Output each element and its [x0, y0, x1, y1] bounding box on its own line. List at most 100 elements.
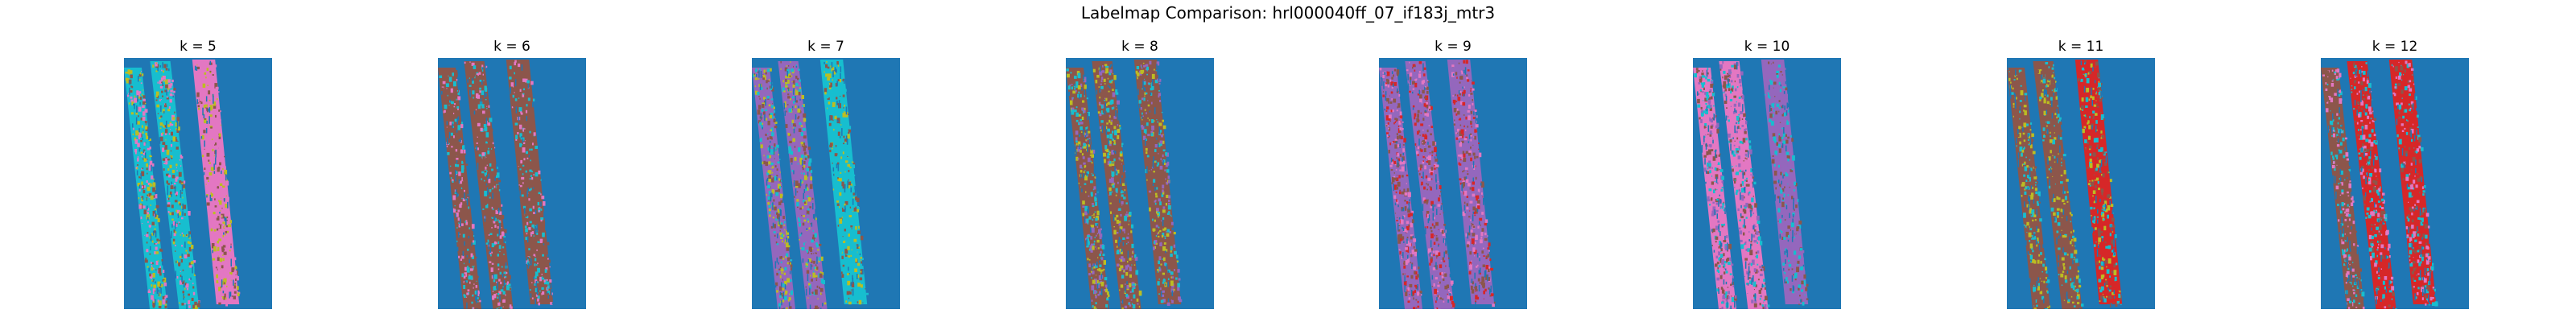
labelmap-speckle [188, 305, 191, 308]
labelmap-speckle [462, 233, 465, 238]
labelmap-speckle [181, 192, 183, 194]
labelmap-gap [1424, 86, 1426, 90]
labelmap-gap [493, 274, 494, 279]
labelmap-speckle [184, 287, 186, 290]
labelmap-speckle [821, 293, 823, 295]
labelmap-speckle [1721, 289, 1725, 294]
labelmap-speckle [489, 118, 493, 122]
labelmap-speckle [480, 127, 483, 132]
labelmap-speckle [796, 199, 799, 202]
labelmap-speckle [159, 99, 161, 101]
labelmap-speckle [518, 127, 520, 129]
labelmap-speckle [857, 230, 861, 234]
labelmap-speckle [1736, 137, 1739, 140]
labelmap-speckle [1108, 178, 1113, 183]
labelmap-speckle [1727, 74, 1728, 76]
labelmap-gap [1162, 219, 1164, 226]
labelmap-speckle [217, 186, 219, 189]
labelmap-speckle [1385, 82, 1388, 87]
labelmap-speckle [230, 279, 232, 281]
labelmap-gap [1125, 286, 1126, 293]
labelmap-speckle [196, 303, 200, 308]
labelmap-speckle [1104, 289, 1105, 291]
labelmap-speckle [783, 225, 786, 226]
labelmap-speckle [1415, 78, 1418, 80]
labelmap-speckle [840, 156, 843, 159]
labelmap-speckle [535, 164, 539, 168]
labelmap-speckle [217, 246, 220, 251]
labelmap-speckle [1178, 296, 1181, 301]
labelmap-speckle [475, 285, 477, 288]
labelmap-speckle [1414, 69, 1416, 72]
labelmap-speckle [1407, 192, 1411, 197]
labelmap-speckle [1150, 93, 1153, 96]
labelmap-speckle [1116, 191, 1117, 193]
labelmap-speckle [188, 211, 191, 216]
labelmap-gap [488, 173, 489, 179]
labelmap-speckle [1767, 304, 1770, 308]
labelmap-gap [1112, 161, 1114, 164]
labelmap-speckle [214, 205, 217, 208]
labelmap-speckle [1117, 263, 1120, 267]
labelmap-speckle [1707, 171, 1711, 174]
labelmap-speckle [537, 281, 539, 283]
labelmap-speckle [142, 98, 146, 102]
labelmap-speckle [1090, 180, 1093, 184]
labelmap-gap [1121, 299, 1124, 304]
labelmap-speckle [1399, 127, 1402, 131]
labelmap-speckle [214, 95, 218, 99]
labelmap-speckle [1430, 200, 1434, 206]
labelmap-speckle [782, 279, 783, 281]
labelmap-speckle [1418, 61, 1422, 64]
labelmap-speckle [1466, 207, 1469, 210]
labelmap-speckle [766, 171, 770, 175]
labelmap-speckle [1080, 147, 1082, 150]
labelmap-speckle [172, 238, 175, 242]
labelmap-speckle [1161, 134, 1163, 138]
labelmap-speckle [1470, 285, 1473, 290]
labelmap-gap [1099, 88, 1101, 93]
labelmap-gap [806, 228, 807, 230]
labelmap-speckle [441, 87, 444, 91]
labelmap-speckle [851, 203, 852, 205]
labelmap-speckle [1748, 272, 1751, 276]
labelmap-speckle [848, 215, 852, 217]
labelmap-speckle [192, 286, 195, 289]
labelmap-speckle [1725, 270, 1728, 274]
labelmap-speckle [215, 180, 218, 184]
labelmap-speckle [1162, 125, 1166, 130]
labelmap-speckle [806, 146, 807, 148]
labelmap-speckle [1710, 197, 1713, 201]
labelmap-speckle [819, 271, 822, 274]
labelmap-speckle [485, 221, 487, 224]
labelmap-speckle [1455, 93, 1456, 97]
labelmap-speckle [848, 287, 851, 291]
labelmap-speckle [463, 170, 464, 172]
labelmap-speckle [778, 268, 781, 270]
labelmap-speckle [1160, 220, 1162, 222]
labelmap-speckle [1132, 304, 1136, 309]
labelmap-speckle [481, 64, 484, 68]
labelmap-gap [807, 171, 809, 177]
labelmap-speckle [175, 209, 178, 213]
labelmap-speckle [798, 68, 800, 71]
labelmap-speckle [514, 122, 518, 126]
labelmap-gap [467, 193, 469, 197]
labelmap-gap [850, 282, 852, 287]
labelmap-speckle [1101, 113, 1104, 115]
labelmap-speckle [799, 79, 801, 82]
labelmap-gap [781, 282, 782, 287]
labelmap-speckle [474, 290, 478, 295]
labelmap-speckle [797, 206, 799, 208]
labelmap-speckle [152, 187, 155, 192]
labelmap-speckle [1082, 100, 1085, 103]
labelmap-speckle [151, 295, 154, 300]
labelmap-speckle [851, 178, 853, 180]
labelmap-speckle [1077, 147, 1081, 152]
labelmap-speckle [1723, 240, 1727, 242]
labelmap-speckle [1080, 186, 1082, 188]
labelmap-speckle [155, 251, 159, 254]
labelmap-speckle [1744, 150, 1748, 153]
labelmap-speckle [491, 243, 494, 248]
labelmap-speckle [1104, 83, 1106, 85]
